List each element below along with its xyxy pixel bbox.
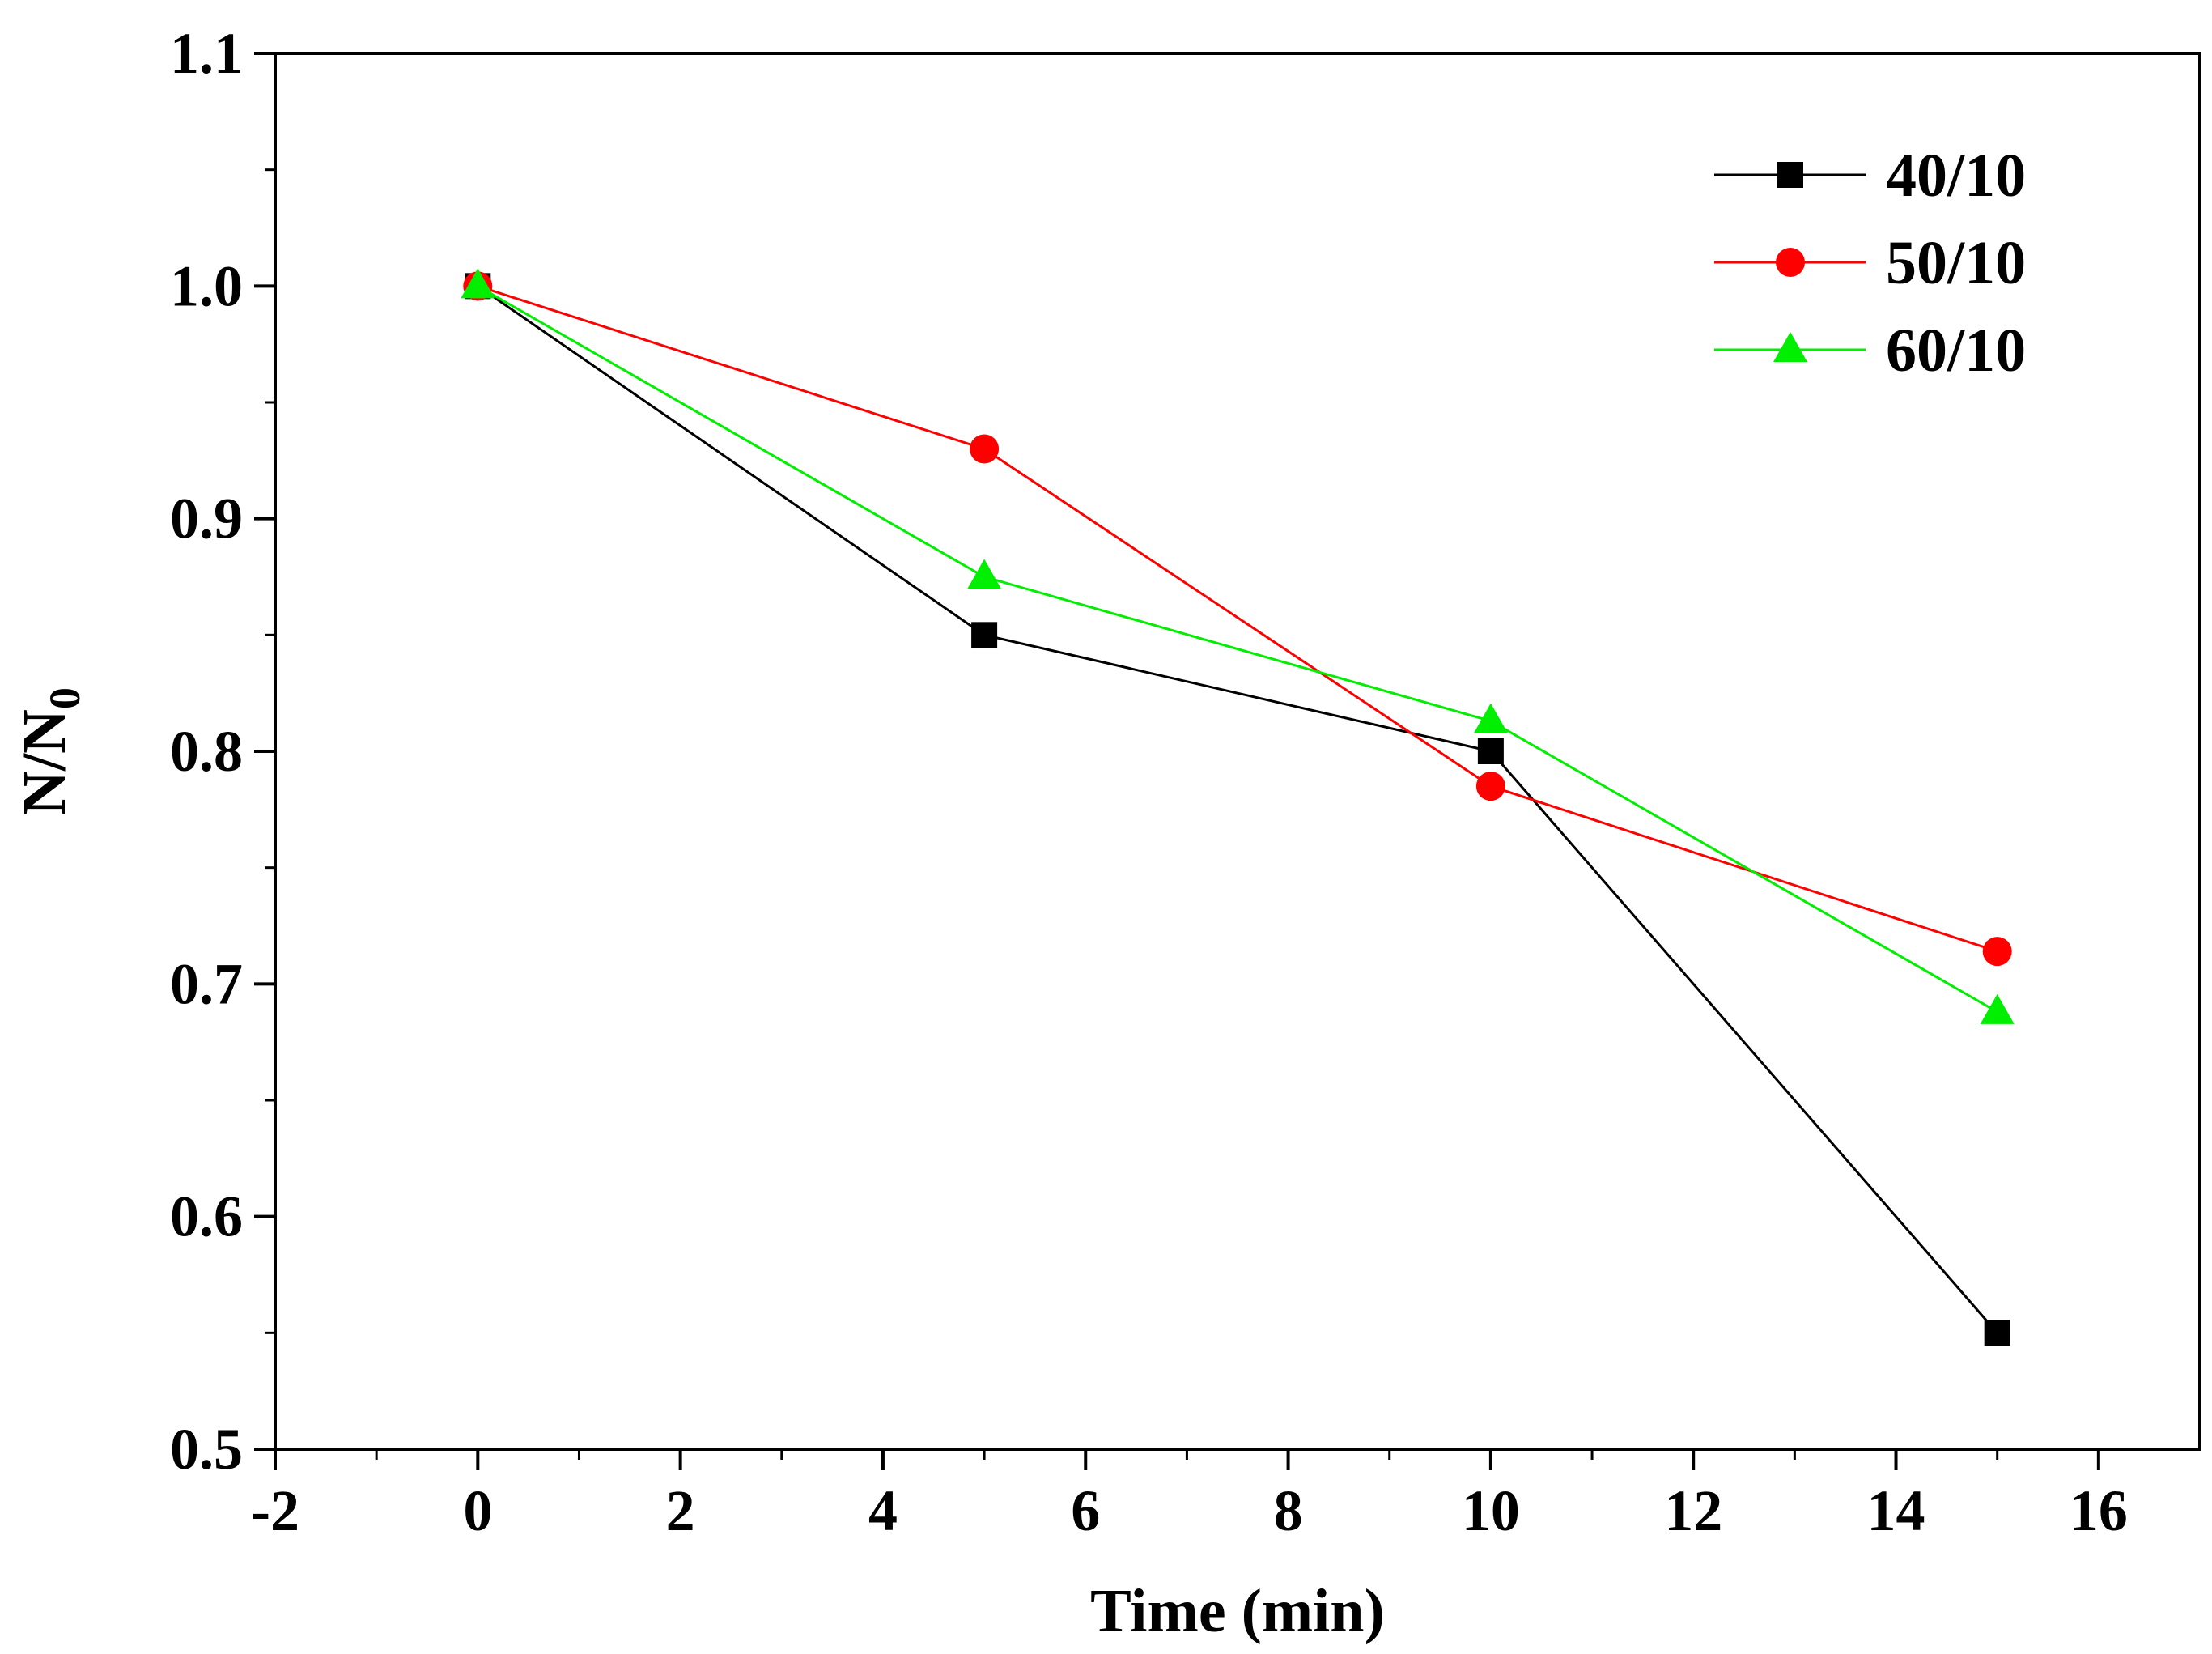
legend-marker [1777, 162, 1803, 188]
y-tick-label: 0.8 [170, 719, 243, 784]
legend-label: 50/10 [1886, 229, 2026, 297]
axes: -2 0 2 4 6 8 10 12 14 16 0.5 0.6 0.7 0.8 0.9 1.0 1.1 [170, 21, 2201, 1543]
legend-item: 60/10 [1714, 317, 2026, 385]
series-60-10 [461, 268, 2015, 1024]
y-axis-title-subscript: 0 [40, 687, 89, 709]
x-tick-label: 2 [666, 1478, 695, 1543]
series-line [477, 284, 1998, 953]
y-axis-title-main: N/N [11, 709, 79, 815]
x-tick-label: 12 [1664, 1478, 1722, 1543]
x-tick-label: -2 [251, 1478, 299, 1543]
x-tick-label: 6 [1071, 1478, 1100, 1543]
data-point [1477, 738, 1504, 764]
y-tick-label: 0.7 [170, 951, 243, 1016]
legend-label: 60/10 [1886, 317, 2026, 385]
legend: 40/10 50/10 60/10 [1714, 142, 2026, 385]
data-point [1982, 937, 2012, 967]
data-point [1473, 703, 1508, 733]
y-axis-title: N/N0 [11, 687, 89, 815]
series-line [477, 285, 1998, 1014]
series-layer [461, 268, 2015, 1346]
data-point [967, 559, 1002, 589]
legend-label: 40/10 [1886, 142, 2026, 210]
x-axis-title: Time (min) [1090, 1577, 1385, 1645]
series-50-10 [463, 271, 2012, 967]
y-tick-label: 0.9 [170, 487, 243, 551]
series-40-10 [465, 273, 2010, 1346]
data-point [461, 268, 495, 299]
data-point [970, 434, 1000, 464]
y-tick-label: 0.5 [170, 1417, 243, 1482]
data-point [1475, 772, 1505, 801]
y-tick-label: 1.0 [170, 253, 243, 318]
data-point [1980, 993, 2015, 1024]
legend-item: 40/10 [1714, 142, 2026, 210]
legend-marker [1776, 248, 1805, 277]
data-point [1984, 1320, 2010, 1346]
x-tick-label: 0 [463, 1478, 492, 1543]
legend-item: 50/10 [1714, 229, 2026, 297]
y-tick-label: 0.6 [170, 1184, 243, 1249]
x-tick-label: 16 [2070, 1478, 2128, 1543]
x-tick-label: 14 [1867, 1478, 1925, 1543]
x-tick-label: 10 [1462, 1478, 1520, 1543]
x-tick-label: 4 [868, 1478, 898, 1543]
series-line [477, 285, 1998, 1334]
legend-marker [1773, 332, 1807, 362]
x-tick-label: 8 [1274, 1478, 1303, 1543]
data-point [971, 622, 998, 648]
y-tick-label: 1.1 [170, 21, 243, 86]
